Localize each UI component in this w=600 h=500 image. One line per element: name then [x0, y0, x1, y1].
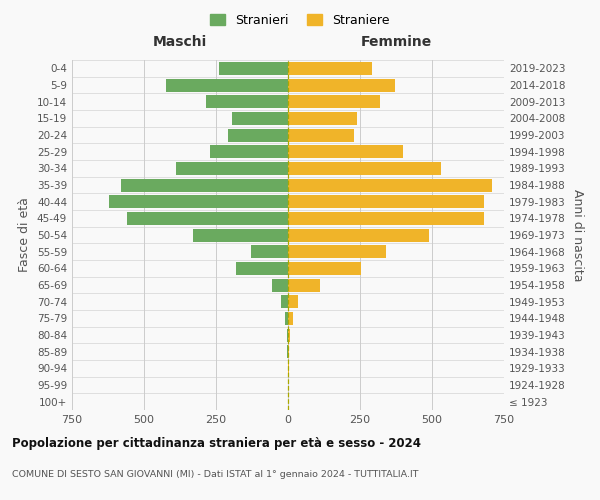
Bar — [288, 128, 354, 141]
Bar — [285, 312, 288, 325]
Bar — [193, 228, 288, 241]
Bar — [288, 328, 290, 342]
Bar — [288, 78, 395, 92]
Bar — [288, 162, 440, 175]
Bar — [288, 178, 493, 192]
Bar — [206, 95, 288, 108]
Bar — [176, 162, 288, 175]
Bar — [219, 62, 288, 75]
Bar — [288, 145, 403, 158]
Bar — [288, 228, 429, 241]
Bar — [288, 62, 371, 75]
Bar — [272, 278, 288, 291]
Bar — [127, 212, 288, 225]
Bar — [288, 278, 320, 291]
Bar — [288, 95, 380, 108]
Y-axis label: Anni di nascita: Anni di nascita — [571, 188, 584, 281]
Bar — [121, 178, 288, 192]
Legend: Stranieri, Straniere: Stranieri, Straniere — [205, 8, 395, 32]
Bar — [288, 295, 298, 308]
Bar — [288, 245, 386, 258]
Bar — [236, 262, 288, 275]
Bar — [287, 328, 288, 342]
Bar — [232, 112, 288, 125]
Text: COMUNE DI SESTO SAN GIOVANNI (MI) - Dati ISTAT al 1° gennaio 2024 - TUTTITALIA.I: COMUNE DI SESTO SAN GIOVANNI (MI) - Dati… — [12, 470, 419, 479]
Y-axis label: Fasce di età: Fasce di età — [19, 198, 31, 272]
Bar — [227, 128, 288, 141]
Bar — [251, 245, 288, 258]
Bar — [288, 195, 484, 208]
Bar — [288, 312, 293, 325]
Bar — [281, 295, 288, 308]
Bar — [287, 345, 288, 358]
Bar — [288, 345, 289, 358]
Bar — [288, 262, 361, 275]
Bar — [288, 212, 484, 225]
Text: Popolazione per cittadinanza straniera per età e sesso - 2024: Popolazione per cittadinanza straniera p… — [12, 438, 421, 450]
Text: Maschi: Maschi — [153, 35, 207, 49]
Bar — [166, 78, 288, 92]
Bar — [288, 112, 357, 125]
Bar — [210, 145, 288, 158]
Bar — [109, 195, 288, 208]
Text: Femmine: Femmine — [361, 35, 431, 49]
